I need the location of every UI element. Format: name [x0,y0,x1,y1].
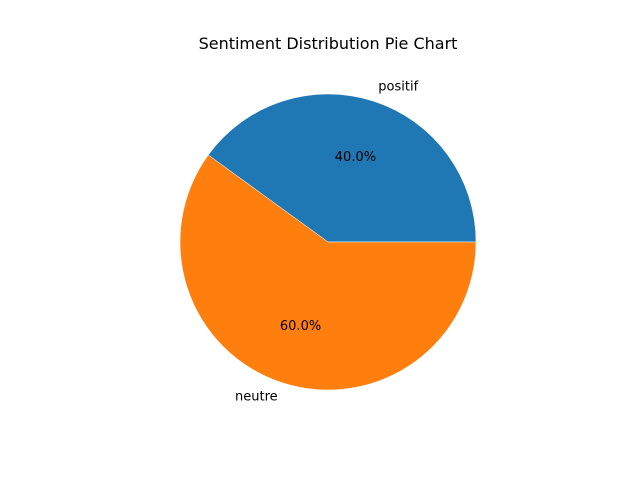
slice-label-neutre: neutre [235,389,278,404]
pie-slices [179,93,477,391]
pie-labels: 40.0% positif 60.0% neutre [235,80,419,405]
chart-title: Sentiment Distribution Pie Chart [199,34,458,53]
percent-label-positif: 40.0% [335,150,376,165]
pie-slice-neutre [179,154,477,391]
pie-slice-positif [207,93,477,243]
slice-label-positif: positif [378,80,418,95]
percent-label-neutre: 60.0% [280,319,321,334]
